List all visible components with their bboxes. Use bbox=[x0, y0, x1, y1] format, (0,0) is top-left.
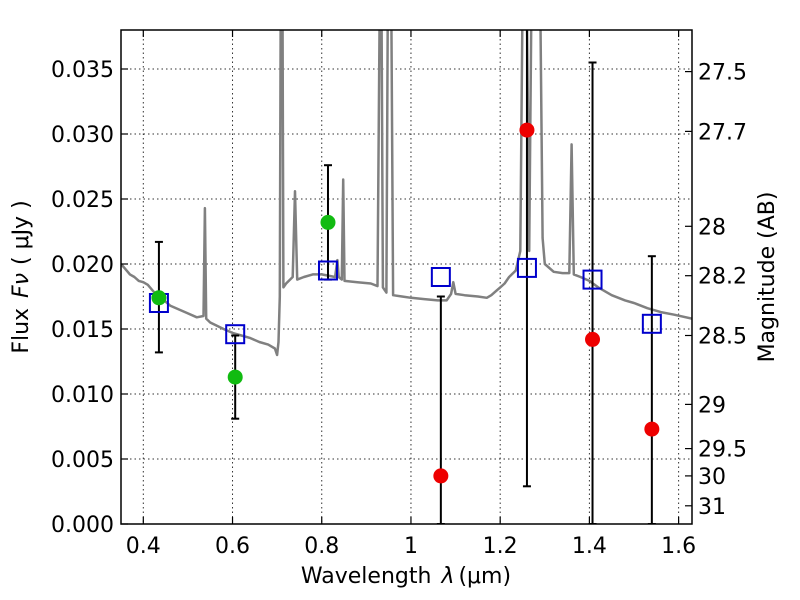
y-tick-label: 0.025 bbox=[51, 188, 114, 213]
detection-point bbox=[227, 369, 243, 385]
model-point-square bbox=[225, 324, 246, 345]
upper-limit-point bbox=[644, 421, 660, 437]
magnitude-tick-label: 27.7 bbox=[698, 120, 747, 145]
upper-limit-points bbox=[433, 122, 660, 484]
y-tick-label: 0.035 bbox=[51, 58, 114, 83]
model-point-square bbox=[430, 267, 451, 287]
y-tick-labels: 0.000 0.005 0.010 0.015 0.020 0.025 0.030 0.035 bbox=[51, 58, 114, 538]
model-photometry-points bbox=[148, 257, 662, 345]
magnitude-tick-label: 28.2 bbox=[698, 265, 747, 290]
magnitude-tick-label: 31 bbox=[698, 495, 726, 520]
magnitude-tick-label: 27.5 bbox=[698, 61, 747, 86]
upper-limit-point bbox=[519, 122, 535, 138]
magnitude-tick-labels: 27.5 27.7 28 28.2 28.5 29 29.530 31 bbox=[698, 61, 747, 520]
model-spectrum-line bbox=[121, 30, 692, 357]
plot-frame bbox=[120, 29, 693, 525]
model-point-square bbox=[641, 313, 662, 334]
upper-limit-point bbox=[585, 331, 601, 347]
model-point-square bbox=[317, 260, 338, 281]
upper-limit-point bbox=[433, 468, 449, 484]
y-tick-label: 0.005 bbox=[51, 448, 114, 473]
x-tick-label: 0.6 bbox=[215, 534, 250, 559]
magnitude-tick-label: 28 bbox=[698, 215, 726, 240]
x-tick-label: 1.2 bbox=[483, 534, 518, 559]
y-tick-label: 0.000 bbox=[51, 513, 114, 538]
magnitude-tick-label: 28.5 bbox=[698, 325, 747, 350]
model-point-square bbox=[516, 257, 537, 278]
model-point-square bbox=[582, 269, 603, 290]
detection-point bbox=[320, 214, 336, 230]
y-tick-label: 0.030 bbox=[51, 123, 114, 148]
magnitude-tick-label: 30 bbox=[698, 465, 726, 490]
magnitude-axis-label: Magnitude (AB) bbox=[755, 192, 780, 363]
magnitude-tick-label: 29 bbox=[698, 393, 726, 418]
y-axis-label: FluxFν( μJy ) bbox=[9, 200, 34, 353]
x-tick-label: 1.4 bbox=[572, 534, 607, 559]
detection-point bbox=[151, 290, 167, 306]
magnitude-tick-label: 29.5 bbox=[698, 438, 747, 463]
tick-marks bbox=[121, 30, 692, 525]
x-tick-label: 1 bbox=[404, 534, 418, 559]
x-tick-label: 0.4 bbox=[126, 534, 161, 559]
x-tick-label: 1.6 bbox=[661, 534, 696, 559]
x-tick-label: 0.8 bbox=[304, 534, 339, 559]
y-tick-label: 0.020 bbox=[51, 253, 114, 278]
x-axis-label: Wavelength λ (μm) bbox=[301, 564, 511, 589]
x-tick-labels: 0.4 0.6 0.8 1 1.2 1.4 1.6 bbox=[126, 534, 696, 559]
y-tick-label: 0.010 bbox=[51, 383, 114, 408]
detection-points bbox=[151, 214, 336, 385]
y-tick-label: 0.015 bbox=[51, 318, 114, 343]
